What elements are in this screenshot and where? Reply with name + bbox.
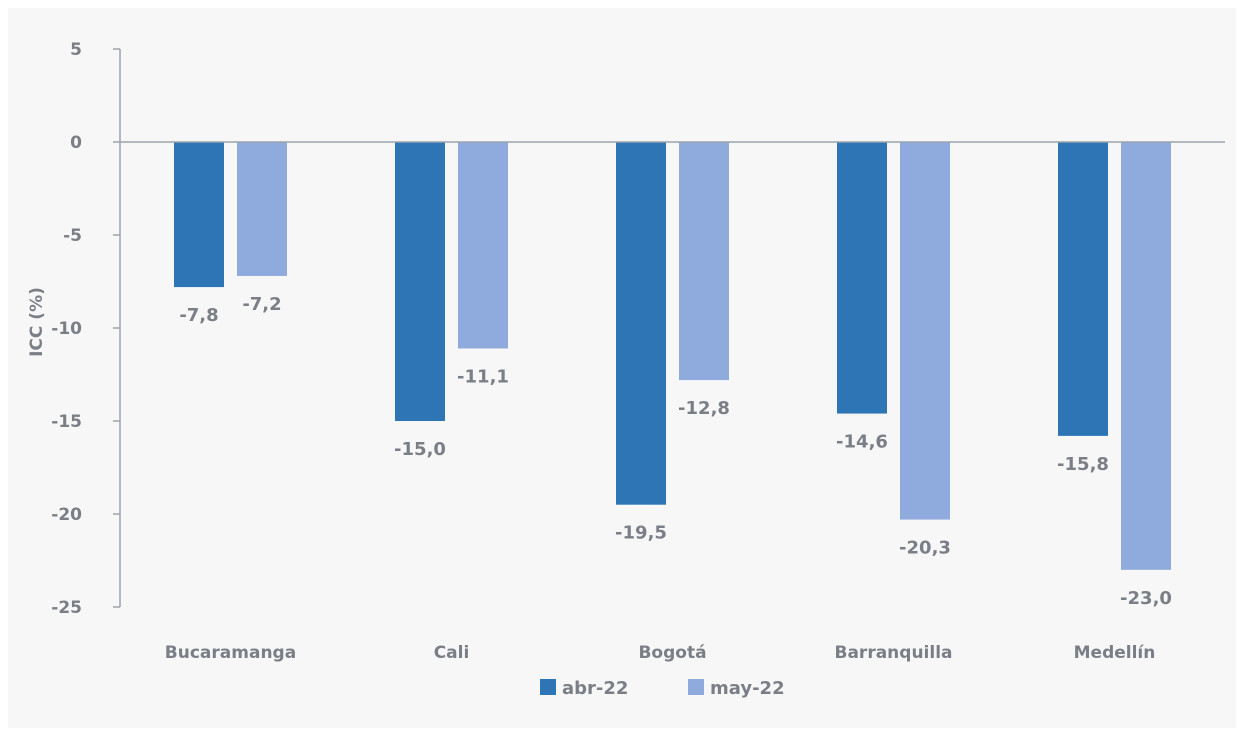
bar-abr-22-Cali <box>395 142 445 421</box>
data-label: -12,8 <box>678 398 730 419</box>
bar-may-22-Cali <box>458 142 508 349</box>
legend-label: abr-22 <box>562 678 628 699</box>
data-label: -20,3 <box>899 538 951 559</box>
data-label: -14,6 <box>836 432 888 453</box>
data-label: -11,1 <box>457 366 509 387</box>
y-tick-label: 5 <box>70 40 82 60</box>
y-tick-label: -20 <box>51 505 82 525</box>
y-axis: 5 0 -5 -10 -15 -20 -25 <box>51 40 121 618</box>
bar-abr-22-Medellín <box>1058 142 1108 436</box>
data-labels: -7,8 -7,2 -15,0 -11,1 -19,5 -12,8 -14,6 -20,3 -1… <box>179 294 1172 609</box>
y-tick-label: 0 <box>70 133 82 153</box>
chart-frame: 5 0 -5 -10 -15 -20 -25 -7,8 -7,2 -15,0 -11,1 -19,5… <box>8 8 1236 728</box>
data-label: -23,0 <box>1120 588 1172 609</box>
x-tick-label: Bucaramanga <box>165 643 296 663</box>
legend: abr-22 may-22 <box>540 678 785 699</box>
bars <box>174 142 1171 570</box>
x-tick-label: Barranquilla <box>835 643 953 663</box>
legend-swatch <box>688 679 704 695</box>
bar-abr-22-Bogotá <box>616 142 666 505</box>
data-label: -7,8 <box>179 305 218 326</box>
y-tick-label: -15 <box>51 412 82 432</box>
data-label: -15,8 <box>1057 454 1109 475</box>
x-tick-label: Cali <box>434 643 470 663</box>
bar-abr-22-Bucaramanga <box>174 142 224 288</box>
bar-may-22-Medellín <box>1121 142 1171 570</box>
data-label: -7,2 <box>242 294 281 315</box>
y-tick-label: -25 <box>51 598 82 618</box>
bar-may-22-Bucaramanga <box>237 142 287 276</box>
x-tick-label: Bogotá <box>638 643 706 663</box>
y-axis-title: ICC (%) <box>27 287 47 357</box>
data-label: -15,0 <box>394 439 446 460</box>
bar-may-22-Bogotá <box>679 142 729 381</box>
x-axis-labels: Bucaramanga Cali Bogotá Barranquilla Medellí… <box>165 643 1156 663</box>
data-label: -19,5 <box>615 523 667 544</box>
y-tick-label: -5 <box>63 226 82 246</box>
legend-swatch <box>540 679 556 695</box>
y-tick-label: -10 <box>51 319 82 339</box>
x-tick-label: Medellín <box>1074 643 1156 663</box>
bar-abr-22-Barranquilla <box>837 142 887 414</box>
bar-may-22-Barranquilla <box>900 142 950 520</box>
legend-label: may-22 <box>710 678 785 699</box>
bar-chart: 5 0 -5 -10 -15 -20 -25 -7,8 -7,2 -15,0 -11,1 -19,5… <box>27 40 1225 699</box>
